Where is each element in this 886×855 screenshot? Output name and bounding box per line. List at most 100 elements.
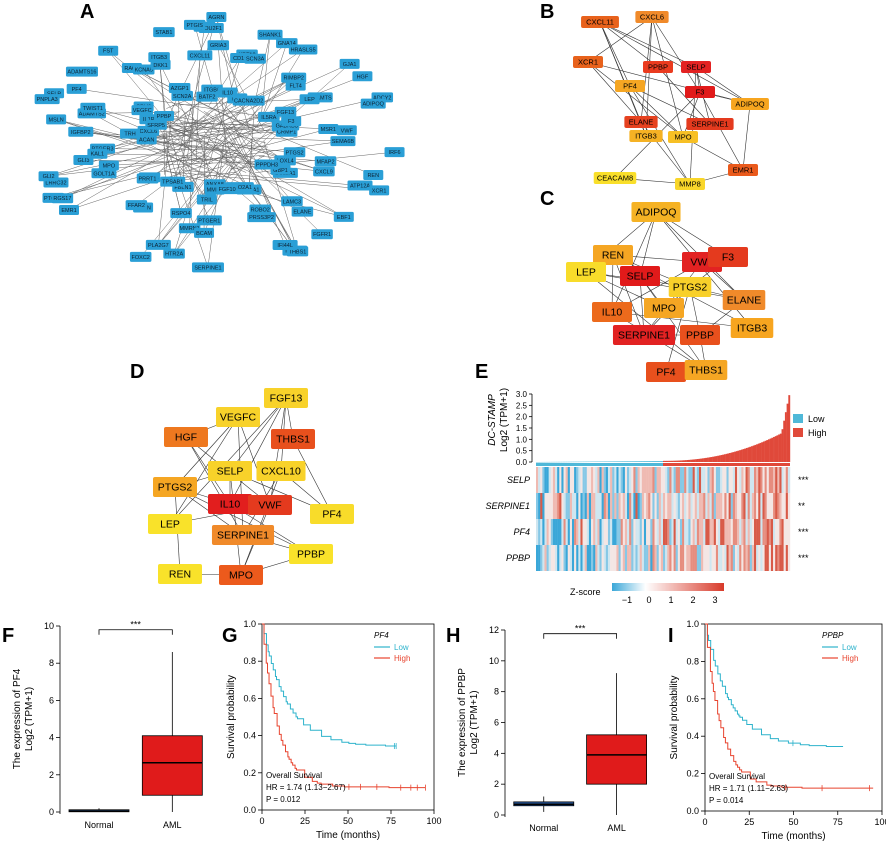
heatmap-cell (605, 545, 609, 571)
panel-label-c: C (540, 188, 554, 210)
network-a-node-label: LOXL4 (277, 158, 294, 164)
network-d-node (208, 494, 252, 514)
heatmap-cell (563, 545, 566, 571)
heatmap-cell (565, 519, 568, 545)
heatmap-cell (764, 519, 767, 545)
heatmap-cell (781, 545, 784, 571)
network-d-node (208, 461, 252, 481)
heatmap-cell (720, 519, 723, 545)
network-c-node (592, 302, 632, 322)
network-b-node (681, 61, 711, 73)
e-bar (659, 461, 662, 462)
network-b-edge (629, 85, 684, 138)
heatmap-cell (582, 467, 585, 493)
heatmap-cell (646, 493, 649, 519)
heatmap-cell (696, 467, 700, 493)
network-a-node (291, 206, 314, 217)
heatmap-cell (732, 519, 736, 545)
network-b-node (624, 116, 658, 128)
heatmap-cell (724, 493, 727, 519)
network-d-node (216, 407, 260, 427)
heatmap-cell (599, 545, 602, 571)
network-d-node-label: PF4 (322, 509, 341, 521)
heatmap-cell (612, 493, 615, 519)
panel-label-e: E (475, 361, 488, 383)
heatmap-cell (732, 467, 736, 493)
heatmap-cell (548, 467, 552, 493)
heatmap-cell (641, 545, 645, 571)
heatmap-cell (758, 545, 761, 571)
heatmap-cell (633, 493, 636, 519)
network-a-edge (136, 112, 261, 206)
network-a-node-label: GABRB3 (276, 124, 298, 130)
heatmap-cell (601, 467, 604, 493)
network-a-node-label: HTR2A (165, 252, 183, 258)
e-bar (664, 460, 667, 462)
heatmap-cell (783, 519, 786, 545)
network-a-edge (180, 121, 329, 130)
e-bar (673, 460, 676, 462)
network-a-node (120, 128, 141, 139)
network-a-node-label: SCN3A (246, 57, 265, 63)
network-b-node (686, 118, 734, 130)
heatmap-cell (588, 493, 592, 519)
e-bar (676, 460, 679, 462)
heatmap-cell (673, 493, 676, 519)
network-a-edge (208, 57, 241, 164)
heatmap-cell (783, 545, 786, 571)
e-bar (671, 460, 674, 462)
heatmap-cell (578, 519, 581, 545)
heatmap-cell (696, 493, 700, 519)
network-a-node-label: FGF10 (219, 187, 236, 193)
g-curve-low (262, 623, 397, 747)
network-b-edge (587, 61, 684, 138)
i-legend-high: High (842, 654, 858, 663)
e-bar (747, 447, 750, 462)
network-d-node-label: PTGS2 (158, 482, 193, 494)
heatmap-cell (777, 545, 780, 571)
network-c-edge (665, 286, 691, 373)
network-b-node-label: PF4 (623, 82, 637, 91)
heatmap-cell (785, 545, 789, 571)
network-a-node-label: BCAM (196, 231, 212, 237)
f-ylabel-2: Log2 (TPM+1) (24, 687, 35, 751)
network-d-node-label: PPBP (297, 549, 325, 561)
network-a-node-label: CXCL11 (190, 53, 210, 59)
network-a-node (216, 184, 238, 195)
heatmap-cell (711, 519, 714, 545)
network-b-edge (587, 16, 653, 63)
network-b-node (635, 11, 669, 23)
network-a-node-label: DKK1 (153, 63, 167, 69)
e-bar (727, 453, 730, 462)
network-b-node-label: F3 (696, 88, 705, 97)
network-a-node (281, 196, 303, 207)
heatmap-cell (785, 519, 789, 545)
network-b-edge (599, 21, 697, 68)
network-a-node (347, 180, 373, 191)
heatmap-cell (743, 467, 746, 493)
network-b-edge (629, 85, 711, 125)
heatmap-cell (745, 545, 748, 571)
network-d-node (148, 514, 192, 534)
heatmap-cell (754, 467, 757, 493)
heatmap-cell (542, 467, 545, 493)
heatmap-cell (747, 467, 750, 493)
e-bar (627, 461, 630, 462)
heatmap-cell (741, 493, 744, 519)
g-ytick-label: 1.0 (243, 619, 256, 629)
heatmap-cell (660, 519, 664, 545)
e-bar (734, 451, 737, 462)
network-a-node-label: SHANK1 (259, 33, 281, 39)
heatmap-cell (686, 467, 689, 493)
f-ytick-label: 2 (49, 770, 54, 780)
network-c-node-label: PPBP (686, 330, 714, 342)
network-d-node (158, 564, 202, 584)
heatmap-cell (620, 545, 623, 571)
heatmap-cell (552, 493, 556, 519)
network-a-node-label: FST (103, 49, 114, 55)
heatmap-cell (722, 545, 725, 571)
heatmap-cell (656, 467, 659, 493)
heatmap-cell (563, 519, 566, 545)
heatmap-cell (701, 545, 704, 571)
heatmap-cell (614, 545, 617, 571)
